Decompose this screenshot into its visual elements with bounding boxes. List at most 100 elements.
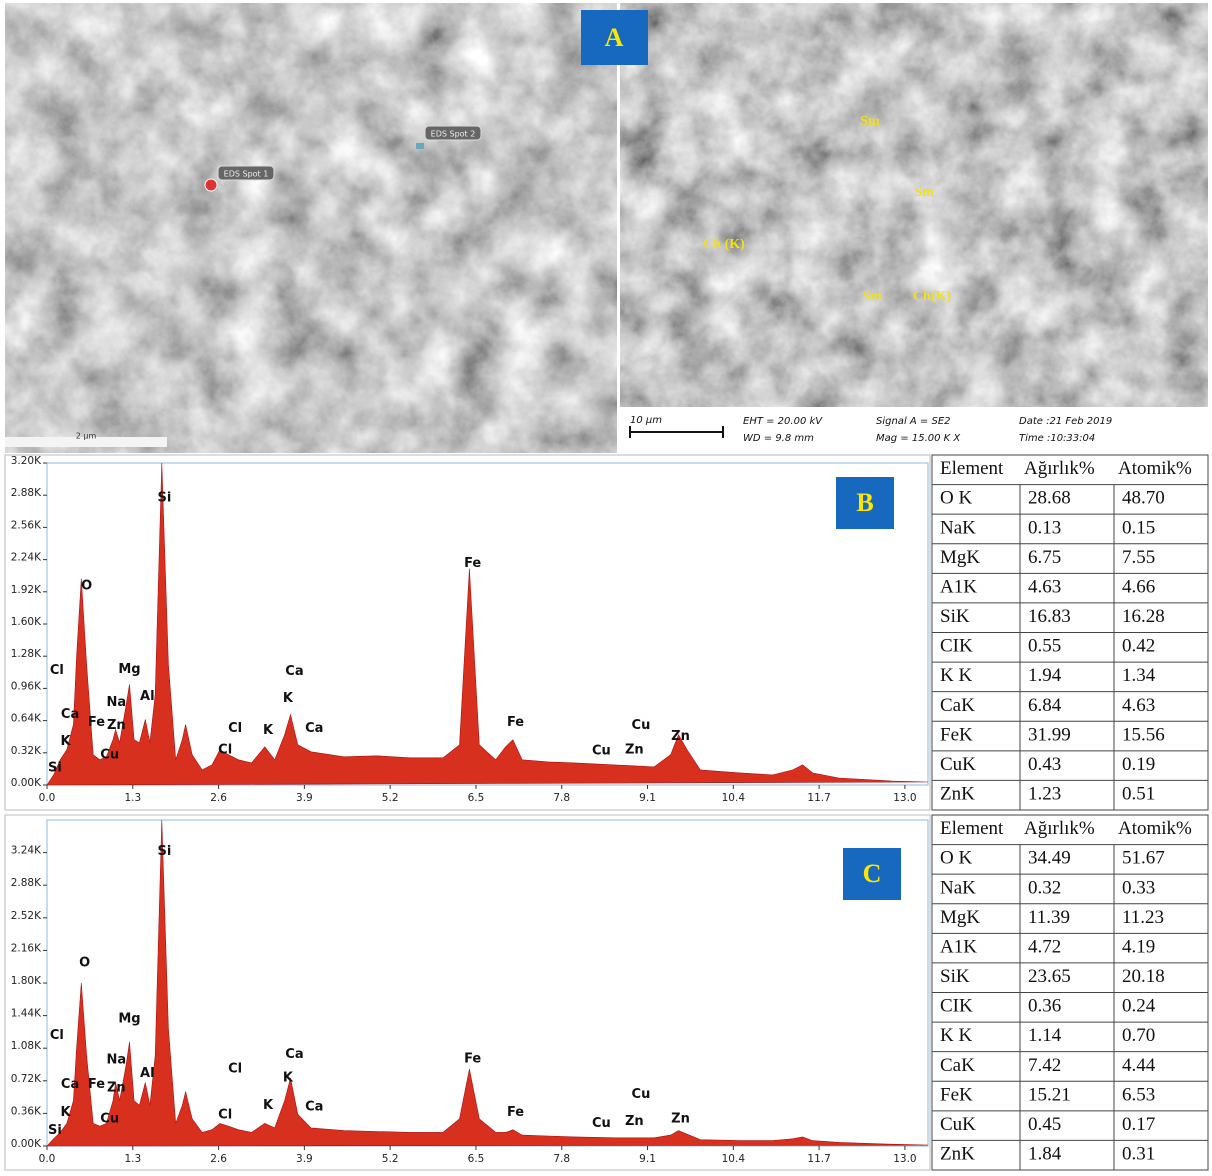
peak-label: Cu bbox=[632, 1087, 651, 1102]
x-tick-label: 10.4 bbox=[722, 1153, 746, 1165]
mineral-label: Sm bbox=[862, 289, 882, 304]
table-cell: 4.63 bbox=[1028, 576, 1061, 597]
y-tick-label: 0.72K bbox=[11, 1073, 42, 1085]
table-cell: 7.55 bbox=[1122, 547, 1155, 568]
peak-label: Cl bbox=[50, 663, 64, 678]
table-cell: 0.17 bbox=[1122, 1114, 1155, 1135]
x-tick-label: 0.0 bbox=[39, 1153, 56, 1165]
peak-label: Al bbox=[140, 689, 155, 704]
peak-label: O bbox=[79, 956, 90, 971]
table-cell: 0.55 bbox=[1028, 636, 1061, 657]
spot-label: EDS Spot 2 bbox=[431, 130, 476, 139]
peak-label: Fe bbox=[464, 1052, 481, 1067]
peak-label: Mg bbox=[118, 662, 140, 677]
peak-label: Zn bbox=[671, 729, 690, 744]
x-tick-label: 11.7 bbox=[807, 792, 830, 804]
x-tick-label: 3.9 bbox=[296, 792, 313, 804]
peak-label: Si bbox=[158, 491, 172, 506]
table-cell: ZnK bbox=[940, 1144, 975, 1165]
x-tick-label: 6.5 bbox=[468, 1153, 485, 1165]
panel-label: C bbox=[863, 859, 882, 888]
table-cell: O K bbox=[940, 488, 972, 509]
table-cell: 1.23 bbox=[1028, 784, 1061, 805]
table-cell: 11.39 bbox=[1028, 907, 1070, 928]
peak-label: Cu bbox=[100, 1111, 119, 1126]
table-cell: 51.67 bbox=[1122, 848, 1165, 869]
peak-label: Cu bbox=[592, 1116, 611, 1131]
table-cell: MgK bbox=[940, 907, 980, 928]
y-tick-label: 1.28K bbox=[11, 648, 42, 660]
info-text: Date :21 Feb 2019 bbox=[1019, 416, 1112, 427]
table-cell: 15.56 bbox=[1122, 724, 1165, 745]
y-tick-label: 1.92K bbox=[11, 584, 42, 596]
table-cell: 4.66 bbox=[1122, 576, 1155, 597]
y-tick-label: 3.24K bbox=[11, 845, 42, 857]
table-cell: FeK bbox=[940, 1084, 973, 1105]
table-cell: 0.19 bbox=[1122, 754, 1155, 775]
peak-label: Al bbox=[140, 1066, 155, 1081]
peak-label: Ca bbox=[305, 1100, 323, 1115]
table-cell: 1.84 bbox=[1028, 1144, 1062, 1165]
sem-image-left bbox=[5, 3, 617, 453]
peak-label: Fe bbox=[464, 556, 481, 571]
y-tick-label: 2.56K bbox=[11, 519, 42, 531]
peak-label: Cu bbox=[100, 747, 119, 762]
table-cell: CIK bbox=[940, 996, 973, 1017]
y-tick-label: 1.08K bbox=[11, 1040, 42, 1052]
table-cell: FeK bbox=[940, 724, 973, 745]
x-tick-label: 10.4 bbox=[722, 792, 746, 804]
peak-label: Si bbox=[48, 1123, 62, 1138]
table-cell: 1.34 bbox=[1122, 665, 1156, 686]
peak-label: Cl bbox=[228, 1062, 242, 1077]
table-cell: 0.33 bbox=[1122, 877, 1155, 898]
x-tick-label: 13.0 bbox=[893, 792, 916, 804]
table-cell: 23.65 bbox=[1028, 966, 1071, 987]
table-cell: 20.18 bbox=[1122, 966, 1165, 987]
table-cell: 16.28 bbox=[1122, 606, 1165, 627]
table-cell: CaK bbox=[940, 695, 975, 716]
table-cell: 0.42 bbox=[1122, 636, 1155, 657]
mineral-label: Ch(K) bbox=[913, 289, 951, 304]
x-tick-label: 7.8 bbox=[553, 1153, 570, 1165]
peak-label: Cl bbox=[218, 1108, 232, 1123]
table-cell: ZnK bbox=[940, 784, 975, 805]
mineral-label: Sm bbox=[914, 185, 934, 200]
peak-label: Cu bbox=[632, 718, 651, 733]
table-header: Atomik% bbox=[1118, 458, 1192, 479]
spot-marker bbox=[416, 143, 424, 149]
table-cell: O K bbox=[940, 848, 972, 869]
x-tick-label: 9.1 bbox=[639, 1153, 656, 1165]
peak-label: Ca bbox=[285, 664, 303, 679]
table-header: Element bbox=[940, 818, 1004, 839]
y-tick-label: 1.80K bbox=[11, 975, 42, 987]
peak-label: Zn bbox=[625, 1114, 644, 1129]
info-text: WD = 9.8 mm bbox=[743, 433, 814, 444]
x-tick-label: 13.0 bbox=[893, 1153, 916, 1165]
peak-label: Cl bbox=[228, 721, 242, 736]
peak-label: Ca bbox=[305, 721, 323, 736]
peak-label: K bbox=[60, 1105, 71, 1120]
table-cell: 0.70 bbox=[1122, 1025, 1155, 1046]
info-text: Time :10:33:04 bbox=[1019, 433, 1095, 444]
sem-image-right bbox=[620, 3, 1208, 407]
table-cell: 7.42 bbox=[1028, 1055, 1061, 1076]
peak-label: Zn bbox=[107, 718, 126, 733]
peak-label: Ca bbox=[61, 1077, 79, 1092]
table-cell: 0.31 bbox=[1122, 1144, 1155, 1165]
peak-label: Na bbox=[106, 1052, 126, 1067]
table-cell: 0.15 bbox=[1122, 517, 1155, 538]
table-cell: 4.44 bbox=[1122, 1055, 1156, 1076]
x-tick-label: 9.1 bbox=[639, 792, 656, 804]
info-text: Signal A = SE2 bbox=[876, 416, 951, 427]
mineral-label: Sm bbox=[860, 114, 880, 129]
peak-label: Si bbox=[48, 760, 62, 775]
spot-marker bbox=[205, 179, 217, 191]
table-header: Ağırlık% bbox=[1024, 458, 1095, 479]
y-tick-label: 2.24K bbox=[11, 552, 42, 564]
y-tick-label: 2.88K bbox=[11, 877, 42, 889]
table-cell: 31.99 bbox=[1028, 724, 1071, 745]
info-text: EHT = 20.00 kV bbox=[743, 416, 823, 427]
table-cell: 6.84 bbox=[1028, 695, 1062, 716]
scale-label: 10 µm bbox=[630, 415, 662, 426]
table-cell: 11.23 bbox=[1122, 907, 1164, 928]
